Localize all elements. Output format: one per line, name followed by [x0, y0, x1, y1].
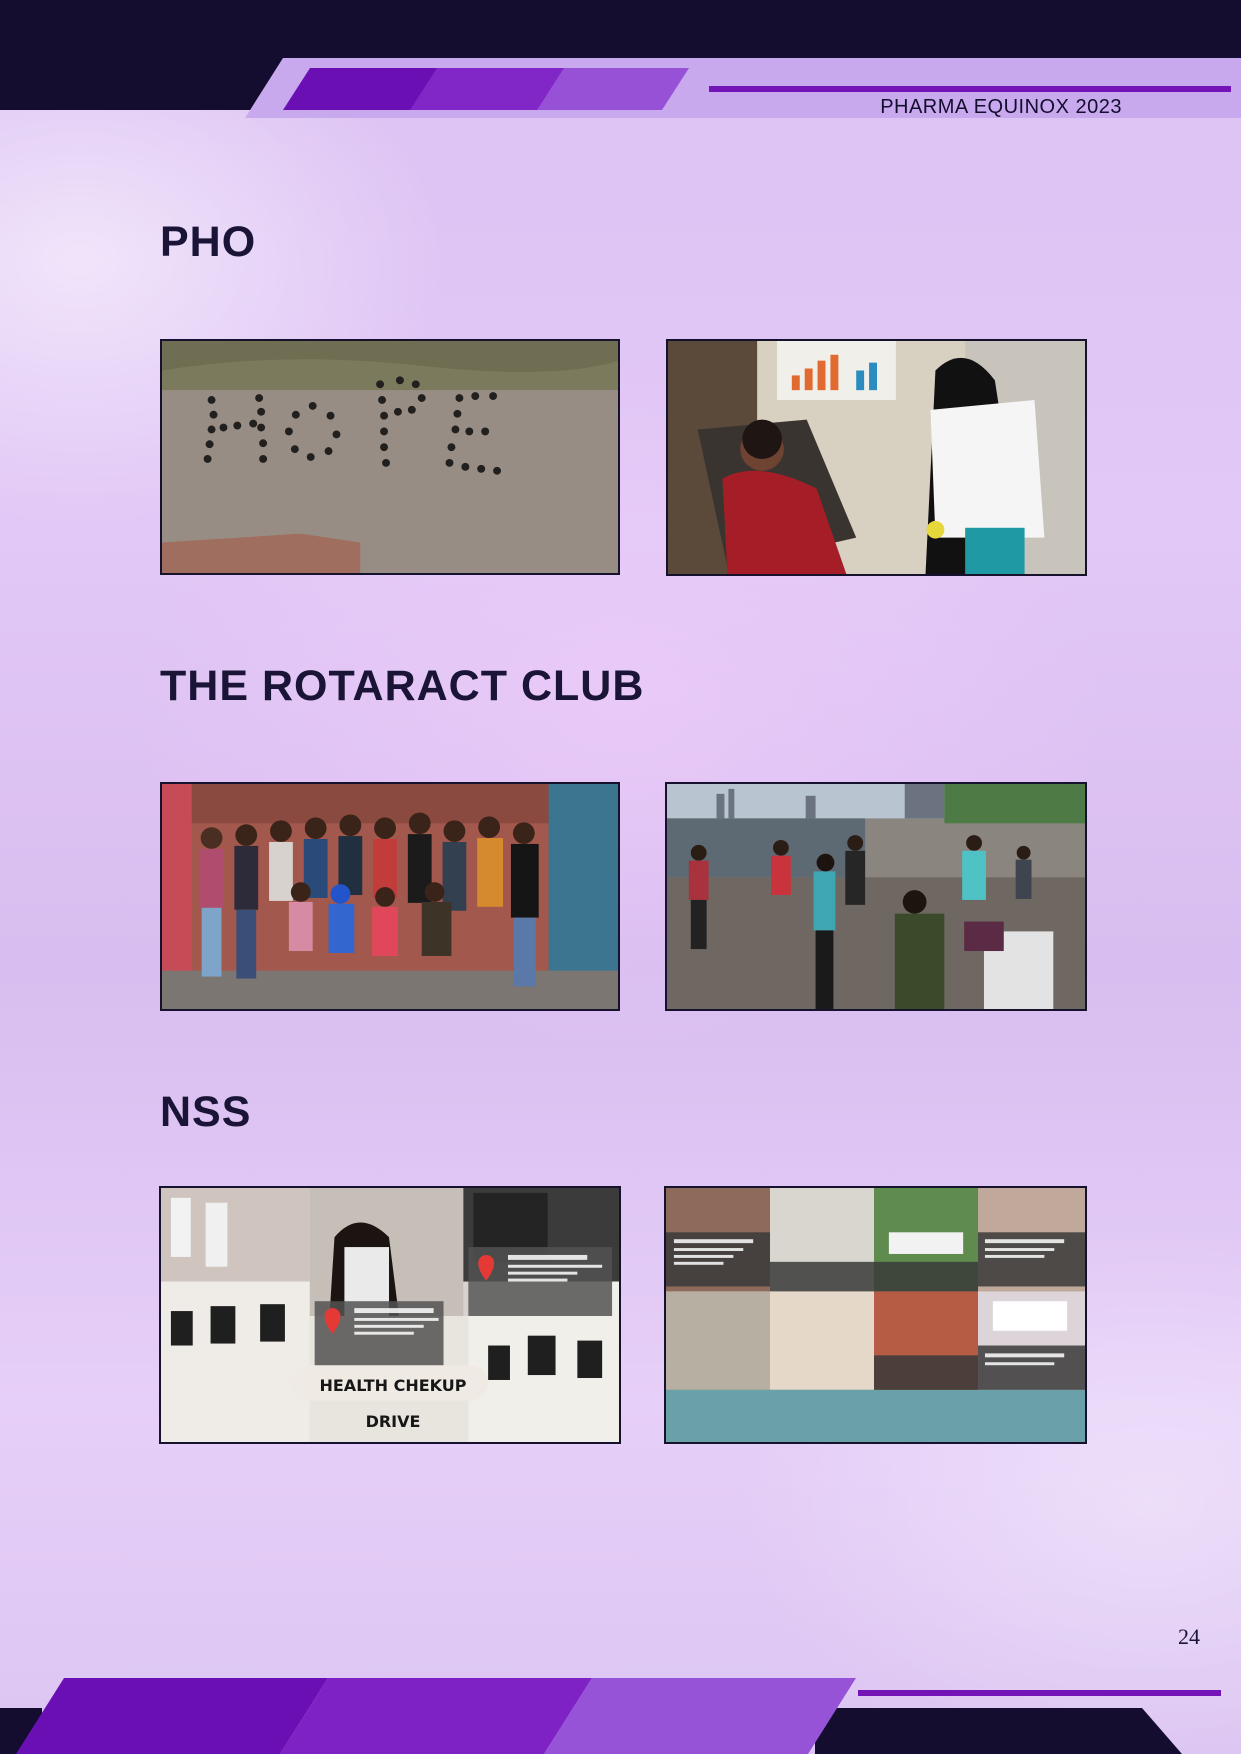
nss-activities-collage: [664, 1186, 1087, 1444]
collage-caption: HEALTH CHEKUP DRIVE: [319, 1376, 467, 1431]
header-stripe-1: [283, 68, 439, 110]
beach-cleanup-photo: [665, 782, 1087, 1011]
footer-stripe-3: [544, 1678, 856, 1754]
header-rule: [709, 86, 1231, 92]
footer-dark-right: [815, 1708, 1182, 1754]
footer-stripe-2: [280, 1678, 592, 1754]
footer-rule: [858, 1690, 1221, 1696]
footer-stripe-1: [16, 1678, 328, 1754]
health-checkup-collage: HEALTH CHEKUP DRIVE: [159, 1186, 621, 1444]
section-heading-pho: PHO: [160, 218, 257, 266]
document-title: PHARMA EQUINOX 2023: [880, 96, 1122, 118]
header-stripe-3: [537, 68, 689, 110]
header-stripe-2: [410, 68, 566, 110]
blood-donation-photo: [666, 339, 1087, 576]
section-heading-nss: NSS: [160, 1088, 252, 1136]
hope-formation-photo: [160, 339, 620, 575]
section-heading-rotaract: THE ROTARACT CLUB: [160, 662, 645, 710]
group-photo: [160, 782, 620, 1011]
page-number: 24: [1178, 1624, 1200, 1649]
